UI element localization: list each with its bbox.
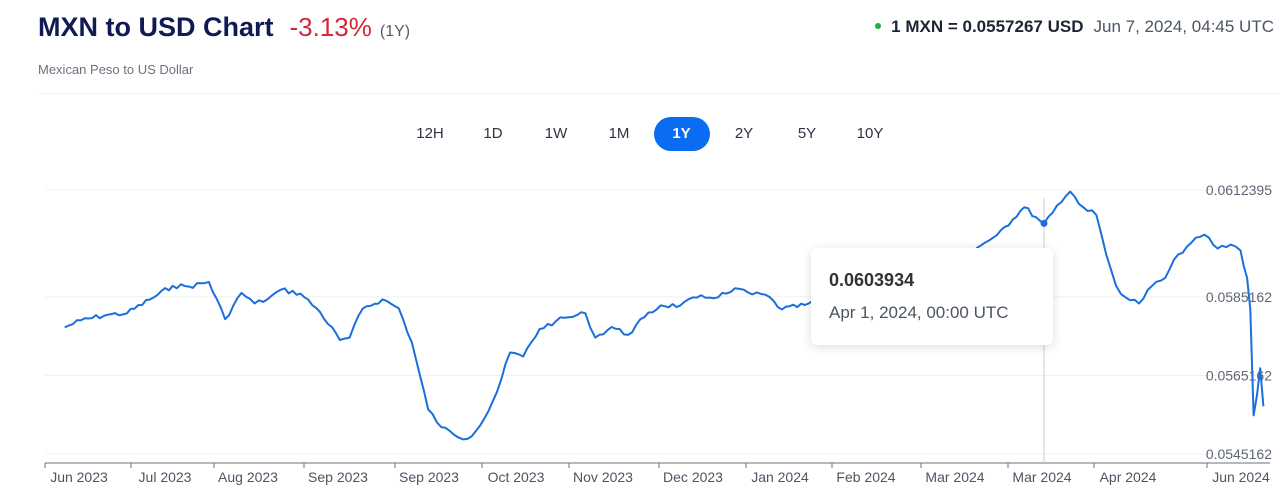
x-tick-label: Jan 2024: [751, 469, 809, 485]
x-tick-label: Dec 2023: [663, 469, 723, 485]
x-tick-label: Jul 2023: [139, 469, 192, 485]
change-percent: -3.13%: [289, 12, 372, 42]
range-button-2y[interactable]: 2Y: [734, 125, 754, 142]
y-tick-label: 0.0612395: [1206, 182, 1272, 198]
page-title: MXN to USD Chart: [38, 12, 274, 42]
x-tick-label: Oct 2023: [488, 469, 545, 485]
x-tick-label: Nov 2023: [573, 469, 633, 485]
range-button-10y[interactable]: 10Y: [856, 125, 884, 142]
x-tick-label: Sep 2023: [399, 469, 459, 485]
range-button-1m[interactable]: 1M: [608, 125, 630, 142]
live-dot-icon: [875, 23, 882, 29]
range-button-1w[interactable]: 1W: [544, 125, 568, 142]
change-period: (1Y): [379, 23, 411, 40]
x-tick-label: Aug 2023: [218, 469, 278, 485]
x-tick-label: Jun 2023: [50, 469, 108, 485]
page-subtitle: Mexican Peso to US Dollar: [38, 62, 194, 77]
tooltip-date: Apr 1, 2024, 00:00 UTC: [829, 303, 1009, 322]
x-tick-label: Sep 2023: [308, 469, 368, 485]
x-tick-label: Apr 2024: [1100, 469, 1157, 485]
rate-value: 1 MXN = 0.0557267 USD: [891, 17, 1084, 36]
range-button-5y[interactable]: 5Y: [797, 125, 817, 142]
tooltip-value: 0.0603934: [829, 270, 915, 290]
range-button-12h[interactable]: 12H: [416, 125, 444, 142]
x-tick-label: Feb 2024: [836, 469, 895, 485]
chart-tooltip: 0.0603934 Apr 1, 2024, 00:00 UTC: [811, 248, 1053, 345]
header-divider: [38, 93, 1280, 94]
y-tick-label: 0.0545162: [1206, 446, 1272, 462]
rate-timestamp: Jun 7, 2024, 04:45 UTC: [1093, 17, 1274, 36]
title-row: MXN to USD Chart -3.13% (1Y): [38, 12, 410, 43]
series-line: [64, 190, 1265, 441]
x-tick-label: Mar 2024: [1012, 469, 1071, 485]
live-rate: 1 MXN = 0.0557267 USD Jun 7, 2024, 04:45…: [875, 17, 1274, 37]
x-tick-label: Jun 2024: [1212, 469, 1270, 485]
y-tick-label: 0.0565162: [1206, 367, 1272, 383]
price-chart[interactable]: 0.0612395 0.0585162 0.0565162 0.0545162 Jun …: [0, 170, 1280, 496]
x-tick-label: Mar 2024: [925, 469, 984, 485]
hover-point: [1040, 219, 1048, 227]
range-button-1d[interactable]: 1D: [483, 125, 503, 142]
range-selector: 12H 1D 1W 1M 1Y 2Y 5Y 10Y: [0, 117, 1280, 151]
y-tick-label: 0.0585162: [1206, 289, 1272, 305]
range-button-1y[interactable]: 1Y: [653, 117, 710, 151]
